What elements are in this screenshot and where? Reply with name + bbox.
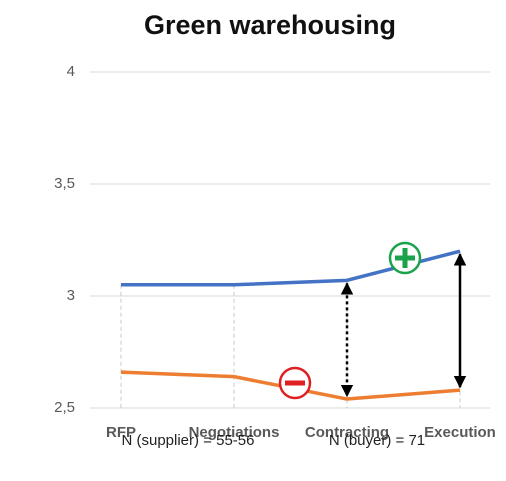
x-tick-label: Negotiations [189,424,280,441]
minus-icon [278,366,312,400]
footnote: N (supplier) = 55-56 [122,432,255,449]
plus-icon [388,241,422,275]
chart-title: Green warehousing [144,10,396,40]
footnote: N (buyer) = 71 [329,432,425,449]
y-tick-label: 3,5 [54,175,75,192]
x-tick-label: Contracting [305,424,389,441]
plot-area: 2,5 3 3,5 4 RFP Negotiations Contracting Execut… [54,63,496,441]
x-tick-label: Execution [424,424,496,441]
y-tick-label: 3 [67,287,75,304]
y-tick-label: 4 [67,63,75,80]
y-tick-label: 2,5 [54,399,75,416]
x-tick-label: RFP [106,424,136,441]
